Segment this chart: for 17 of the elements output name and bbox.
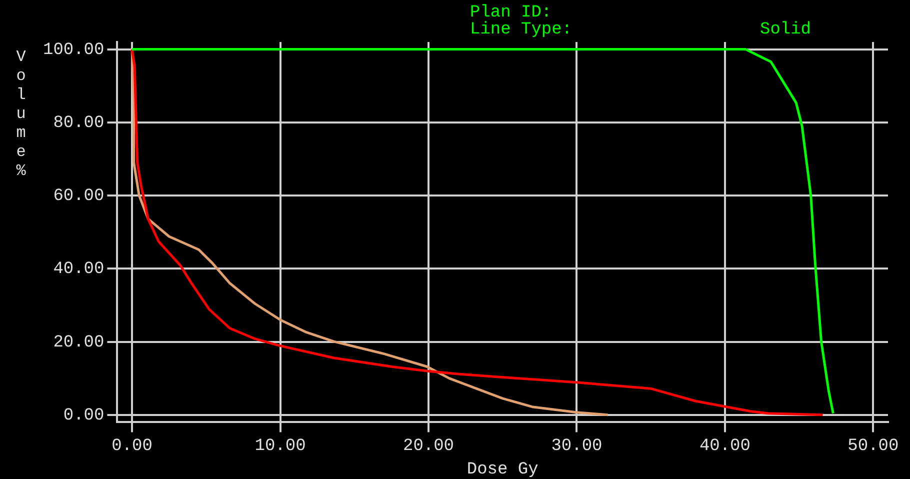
y-tick-label: 100.00	[42, 40, 104, 60]
x-axis-title: Dose Gy	[466, 460, 538, 479]
x-tick-label: 0.00	[112, 436, 152, 456]
x-tick-label: 30.00	[551, 436, 602, 456]
x-tick-label: 40.00	[699, 436, 750, 456]
x-tick-label: 50.00	[848, 436, 899, 456]
y-tick-label: 80.00	[53, 114, 104, 133]
y-tick-label: 60.00	[53, 187, 104, 206]
y-tick-label: 40.00	[53, 260, 104, 280]
y-tick-label: 20.00	[53, 333, 104, 352]
text: Solid	[760, 20, 812, 40]
text: Plan ID:	[470, 4, 552, 22]
y-axis-title: Volume %	[15, 48, 27, 181]
x-tick-label: 20.00	[402, 436, 454, 456]
x-tick-label: 10.00	[254, 436, 306, 456]
text: Line Type:	[470, 20, 572, 40]
y-tick-label: 0.00	[63, 406, 104, 426]
